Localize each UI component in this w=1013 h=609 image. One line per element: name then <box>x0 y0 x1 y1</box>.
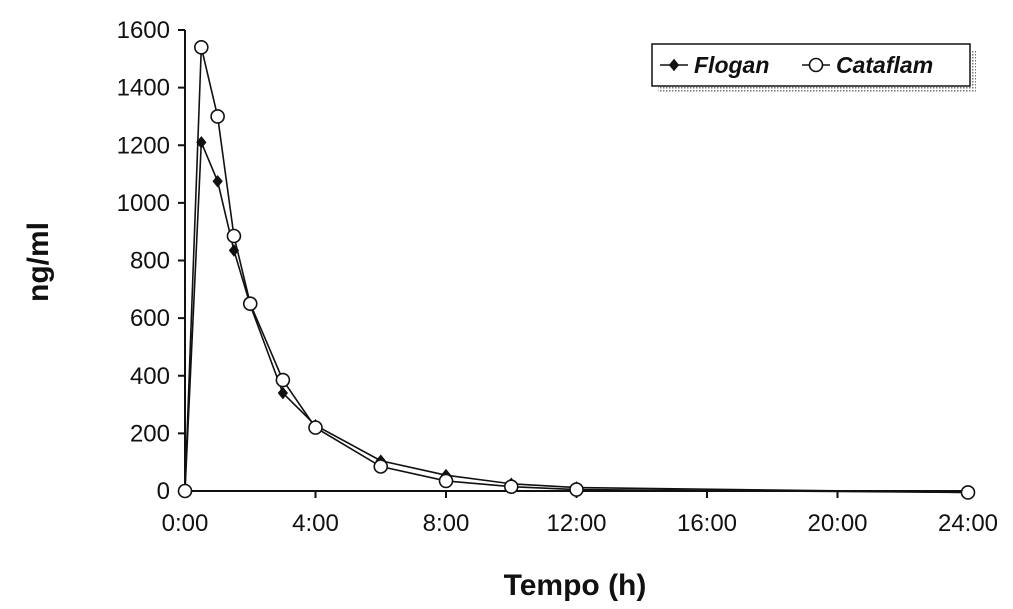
y-axis-title: ng/ml <box>22 222 55 302</box>
axes: 0 200 400 600 800 1000 1200 1400 1600 0:00 4:00 8:0… <box>117 17 998 537</box>
y-tick-label: 400 <box>130 363 170 390</box>
x-tick-label: 0:00 <box>162 510 209 537</box>
y-tick-label: 200 <box>130 420 170 447</box>
series-line-cataflam <box>184 47 969 494</box>
legend-marker-flogan <box>668 58 680 72</box>
data-point-cataflam <box>177 483 193 499</box>
legend-label-flogan: Flogan <box>694 52 769 78</box>
data-point-cataflam <box>308 420 323 435</box>
x-tick-label: 24:00 <box>938 510 998 537</box>
x-tick-label: 20:00 <box>807 510 867 537</box>
legend: Flogan Cataflam <box>651 43 976 92</box>
series-flogan <box>179 136 974 499</box>
data-point-cataflam <box>438 473 454 489</box>
data-point-cataflam <box>960 485 976 500</box>
series-layer <box>177 39 976 500</box>
data-point-cataflam <box>194 39 209 55</box>
data-point-flogan <box>277 386 289 400</box>
series-line-flogan <box>184 142 969 494</box>
x-tick-label: 12:00 <box>546 510 606 537</box>
series-cataflam <box>177 39 976 500</box>
legend-marker-cataflam <box>808 57 824 73</box>
y-tick-label: 1200 <box>117 132 170 159</box>
x-axis-title: Tempo (h) <box>504 569 647 602</box>
data-point-cataflam <box>242 296 258 312</box>
x-tick-label: 8:00 <box>423 510 470 537</box>
data-point-cataflam <box>275 372 291 388</box>
x-tick-label: 16:00 <box>677 510 737 537</box>
data-point-cataflam <box>226 228 242 244</box>
x-tick-label: 4:00 <box>292 510 339 537</box>
data-point-cataflam <box>373 459 389 474</box>
y-tick-label: 1600 <box>117 17 170 44</box>
y-tick-label: 1000 <box>117 190 170 217</box>
data-point-cataflam <box>569 482 584 497</box>
y-tick-label: 800 <box>130 248 170 275</box>
y-tick-label: 0 <box>157 478 170 505</box>
data-point-cataflam <box>210 109 225 124</box>
data-point-cataflam <box>503 479 519 494</box>
data-point-flogan <box>212 174 223 188</box>
y-tick-label: 600 <box>130 305 170 332</box>
y-tick-label: 1400 <box>117 75 170 102</box>
legend-label-cataflam: Cataflam <box>836 52 933 78</box>
